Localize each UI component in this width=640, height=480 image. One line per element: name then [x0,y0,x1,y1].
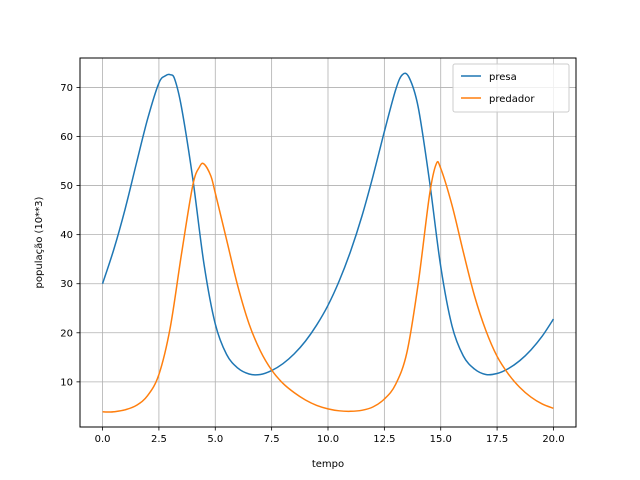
y-tick-label: 50 [60,181,73,192]
x-tick-label: 12.5 [373,434,395,445]
x-tick-label: 15.0 [430,434,452,445]
y-tick-label: 10 [60,377,73,388]
legend-box [452,63,570,113]
x-tick-label: 0.0 [95,434,111,445]
y-tick-label: 40 [60,230,73,241]
series-lines [101,72,555,413]
y-axis-ticks: 10 20 30 40 50 60 70 [60,83,80,388]
y-tick-label: 20 [60,328,73,339]
y-tick-label: 70 [60,83,73,94]
legend-label-presa: presa [489,72,517,83]
legend: presa predador [452,63,570,113]
legend-label-predador: predador [489,94,535,105]
x-axis-label: tempo [312,459,344,470]
grid [80,58,576,427]
series-line-presa [101,72,555,376]
x-tick-label: 7.5 [264,434,280,445]
x-tick-label: 5.0 [207,434,223,445]
x-axis-ticks: 0.0 2.5 5.0 7.5 10.0 12.5 15.0 17.5 20.0 [95,427,565,445]
series-line-predador [102,160,554,413]
y-tick-label: 30 [60,279,73,290]
x-tick-label: 17.5 [486,434,508,445]
x-tick-label: 10.0 [317,434,339,445]
x-tick-label: 2.5 [151,434,167,445]
x-tick-label: 20.0 [542,434,564,445]
y-axis-label: população (10**3) [34,196,45,288]
y-tick-label: 60 [60,132,73,143]
